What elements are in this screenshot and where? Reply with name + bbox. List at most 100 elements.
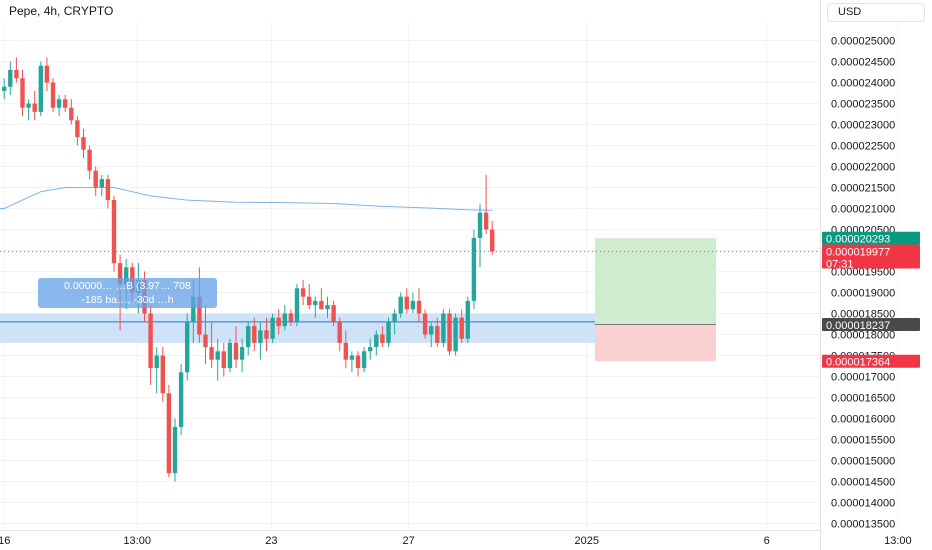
price-tick-label: 0.000021000: [831, 204, 895, 216]
grid: [0, 0, 899, 550]
candle-body: [32, 103, 37, 112]
last-price-label-text: 0.000019977: [826, 246, 890, 258]
candle: [38, 61, 43, 117]
candle: [337, 317, 342, 352]
candle-body: [386, 321, 391, 343]
candle: [392, 309, 397, 335]
candle: [209, 321, 214, 369]
candle: [313, 296, 318, 318]
candle-body: [185, 321, 190, 373]
candle-body: [2, 86, 7, 91]
price-tick-label: 0.000023500: [831, 99, 895, 111]
candle: [93, 166, 98, 196]
time-tick-label: 27: [403, 535, 415, 547]
candle-body: [69, 107, 74, 121]
candle-body: [38, 65, 43, 112]
candle: [483, 174, 489, 234]
candle: [63, 95, 68, 112]
candle: [429, 321, 434, 348]
entry-price-label-bg: [822, 318, 920, 332]
candle: [380, 326, 385, 348]
candle: [81, 128, 86, 159]
candle-body: [221, 351, 226, 369]
symbol-title: Pepe, 4h, CRYPTO: [9, 4, 114, 18]
candle: [75, 116, 80, 146]
candle: [410, 292, 416, 314]
price-tick-label: 0.000025000: [831, 36, 895, 48]
candle: [349, 351, 355, 373]
candle-body: [410, 300, 416, 310]
candle: [471, 229, 477, 310]
candle-body: [307, 296, 312, 306]
candle-body: [197, 296, 202, 335]
candle: [154, 347, 159, 394]
candle-body: [166, 393, 172, 474]
candle: [2, 78, 7, 100]
take-profit-zone: [595, 238, 716, 325]
price-axis: 0.000025000 0.000024500 0.000024000 0.00002…: [831, 36, 895, 531]
price-tick-label: 0.000024000: [831, 78, 895, 90]
price-tick-label: 0.000016000: [831, 414, 895, 426]
currency-button[interactable]: USD: [827, 3, 925, 22]
candle: [203, 305, 208, 364]
candle-body: [331, 305, 336, 322]
candle: [87, 145, 92, 180]
candle: [441, 309, 446, 348]
candle-body: [422, 313, 428, 335]
candle-body: [435, 326, 440, 343]
candle: [215, 338, 220, 381]
axis-labels: 0.0000202930.00001997707:310.0000182370.…: [822, 231, 920, 369]
candle-body: [233, 342, 239, 360]
last-price-label-bg: [822, 244, 920, 269]
candle-body: [270, 317, 275, 339]
price-tick-label: 0.000019000: [831, 288, 895, 300]
candle-body: [148, 313, 153, 369]
candle: [416, 288, 422, 322]
candle-body: [398, 296, 403, 314]
candles: [2, 57, 495, 482]
candle-body: [81, 137, 86, 150]
candle: [453, 313, 458, 356]
candle-body: [178, 372, 184, 427]
candle-body: [75, 120, 80, 138]
candle-body: [361, 351, 367, 369]
time-tick-label: 23: [265, 535, 277, 547]
price-tick-label: 0.000014000: [831, 498, 895, 510]
candle: [422, 309, 428, 339]
measure-tooltip-line1: 0.00000… …B (3.97… 708: [64, 280, 191, 292]
candle-body: [111, 200, 117, 264]
candle: [270, 313, 275, 343]
candle: [374, 330, 379, 356]
candle-body: [56, 99, 62, 108]
candle-body: [264, 330, 269, 339]
candle-body: [313, 300, 318, 306]
candle-body: [441, 313, 446, 343]
candle: [50, 78, 56, 112]
candle-body: [343, 342, 348, 360]
candle: [148, 305, 153, 385]
candle-body: [117, 263, 123, 285]
price-tick-label: 0.000013500: [831, 519, 895, 531]
price-tick-label: 0.000024500: [831, 57, 895, 69]
candle-body: [124, 267, 129, 285]
candle-body: [490, 229, 495, 252]
price-tick-label: 0.000019500: [831, 267, 895, 279]
candle: [447, 309, 452, 356]
candle-body: [337, 321, 342, 343]
candle: [26, 99, 31, 121]
candle-body: [50, 82, 56, 108]
candle-body: [447, 313, 452, 352]
range-band: [0, 313, 627, 343]
candle-body: [160, 355, 165, 394]
candle-body: [276, 317, 281, 327]
candle-body: [380, 334, 385, 343]
candle: [355, 351, 361, 377]
candle-body: [477, 212, 483, 238]
candle-body: [374, 334, 379, 348]
candle: [246, 321, 251, 356]
candle: [459, 309, 464, 343]
moving-average: [0, 187, 493, 211]
candle-body: [355, 355, 361, 369]
candle-body: [239, 347, 245, 360]
